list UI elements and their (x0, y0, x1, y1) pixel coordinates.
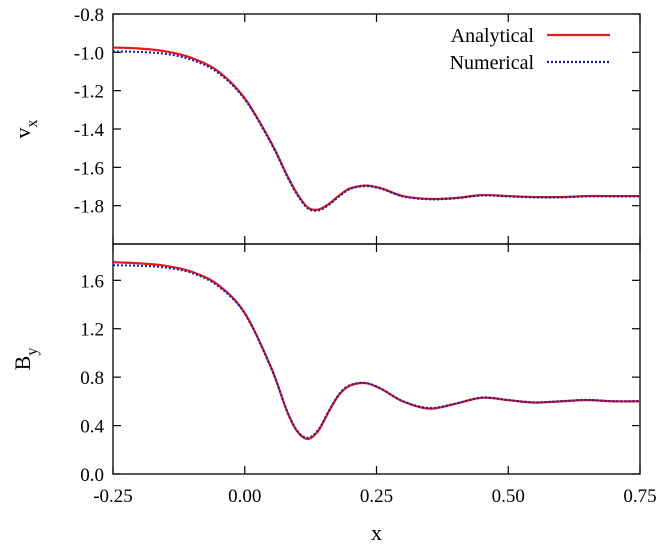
by-ytick-label: 0.8 (80, 368, 104, 389)
vx-ylabel-main: v (10, 128, 35, 139)
legend-label-numerical: Numerical (450, 52, 535, 74)
vx-ylabel-subscript: x (24, 120, 41, 128)
vx-ytick-label: -1.4 (74, 120, 105, 141)
by-ytick-label: 1.6 (80, 271, 104, 292)
vx-plot-frame (112, 13, 641, 245)
by-plot-frame (112, 243, 641, 475)
by-xtick-label: 0.25 (360, 486, 393, 507)
vx-ytick-label: -1.6 (74, 158, 104, 179)
vx-ytick-label: -1.0 (74, 43, 104, 64)
by-xtick-label: 0.75 (623, 486, 656, 507)
by-ytick-label: 0.4 (80, 417, 104, 438)
vx-series-numerical (112, 50, 640, 212)
vx-ytick-label: -1.2 (74, 82, 104, 103)
by-series-analytical (112, 261, 641, 440)
by-xtick-label: 0.50 (492, 486, 525, 507)
vx-series-analytical (112, 46, 640, 211)
by-ytick-label: 1.2 (80, 320, 104, 341)
by-ylabel-main: B (10, 356, 35, 371)
by-series-numerical (112, 264, 641, 439)
by-xlabel: x (371, 520, 382, 545)
by-ytick-label: 0.0 (80, 465, 104, 486)
vx-ytick-label: -1.8 (74, 197, 104, 218)
legend-label-analytical: Analytical (451, 25, 535, 47)
by-ylabel: By (10, 348, 41, 371)
by-xtick-label: 0.00 (228, 486, 261, 507)
by-ylabel-subscript: y (24, 348, 41, 356)
by-xtick-label: -0.25 (93, 486, 133, 507)
vx-ylabel: vx (10, 120, 41, 139)
vx-ytick-label: -0.8 (74, 5, 104, 26)
